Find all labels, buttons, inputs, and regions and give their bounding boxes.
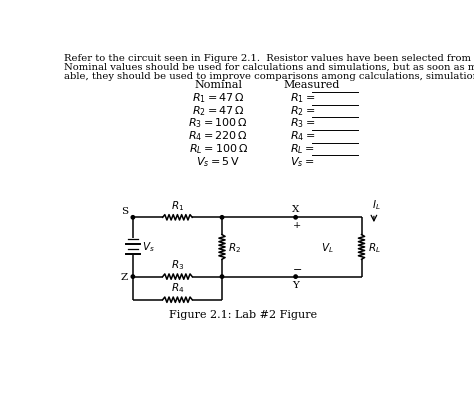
Text: $R_2$: $R_2$ (228, 240, 241, 254)
Text: $R_L =$: $R_L =$ (290, 142, 315, 156)
Text: −: − (292, 265, 302, 275)
Text: Figure 2.1: Lab #2 Figure: Figure 2.1: Lab #2 Figure (169, 309, 317, 319)
Text: able, they should be used to improve comparisons among calculations, simulations: able, they should be used to improve com… (64, 72, 474, 81)
Text: $R_1 = 47\,\Omega$: $R_1 = 47\,\Omega$ (192, 91, 245, 105)
Text: $V_L$: $V_L$ (320, 240, 333, 254)
Text: $R_1$: $R_1$ (171, 198, 184, 212)
Circle shape (220, 275, 224, 279)
Text: $R_L = 100\,\Omega$: $R_L = 100\,\Omega$ (189, 142, 248, 156)
Text: Refer to the circuit seen in Figure 2.1.  Resistor values have been selected fro: Refer to the circuit seen in Figure 2.1.… (64, 54, 474, 63)
Text: $I_L$: $I_L$ (373, 198, 381, 211)
Text: $R_2 =$: $R_2 =$ (290, 104, 316, 117)
Circle shape (131, 216, 135, 219)
Text: $R_3 =$: $R_3 =$ (290, 116, 316, 130)
Text: $R_1 =$: $R_1 =$ (290, 91, 316, 105)
Text: $R_2 = 47\,\Omega$: $R_2 = 47\,\Omega$ (192, 104, 245, 117)
Circle shape (220, 216, 224, 219)
Text: X: X (292, 204, 299, 213)
Text: Y: Y (292, 280, 299, 289)
Text: $R_L$: $R_L$ (368, 240, 381, 254)
Text: Measured: Measured (284, 80, 340, 90)
Text: Z: Z (121, 273, 128, 281)
Text: $R_4$: $R_4$ (171, 280, 184, 294)
Circle shape (294, 275, 297, 279)
Text: S: S (121, 206, 128, 216)
Circle shape (294, 216, 297, 219)
Text: $R_4 =$: $R_4 =$ (290, 129, 316, 143)
Text: $V_s$: $V_s$ (142, 240, 155, 254)
Text: Nominal values should be used for calculations and simulations, but as soon as m: Nominal values should be used for calcul… (64, 63, 474, 72)
Text: +: + (293, 221, 301, 230)
Text: $V_s =$: $V_s =$ (290, 154, 314, 168)
Text: $R_3 = 100\,\Omega$: $R_3 = 100\,\Omega$ (188, 116, 248, 130)
Text: $R_4 = 220\,\Omega$: $R_4 = 220\,\Omega$ (188, 129, 248, 143)
Text: $V_s = 5\,\mathrm{V}$: $V_s = 5\,\mathrm{V}$ (196, 154, 240, 168)
Text: Nominal: Nominal (194, 80, 242, 90)
Text: $R_3$: $R_3$ (171, 257, 184, 271)
Circle shape (131, 275, 135, 279)
